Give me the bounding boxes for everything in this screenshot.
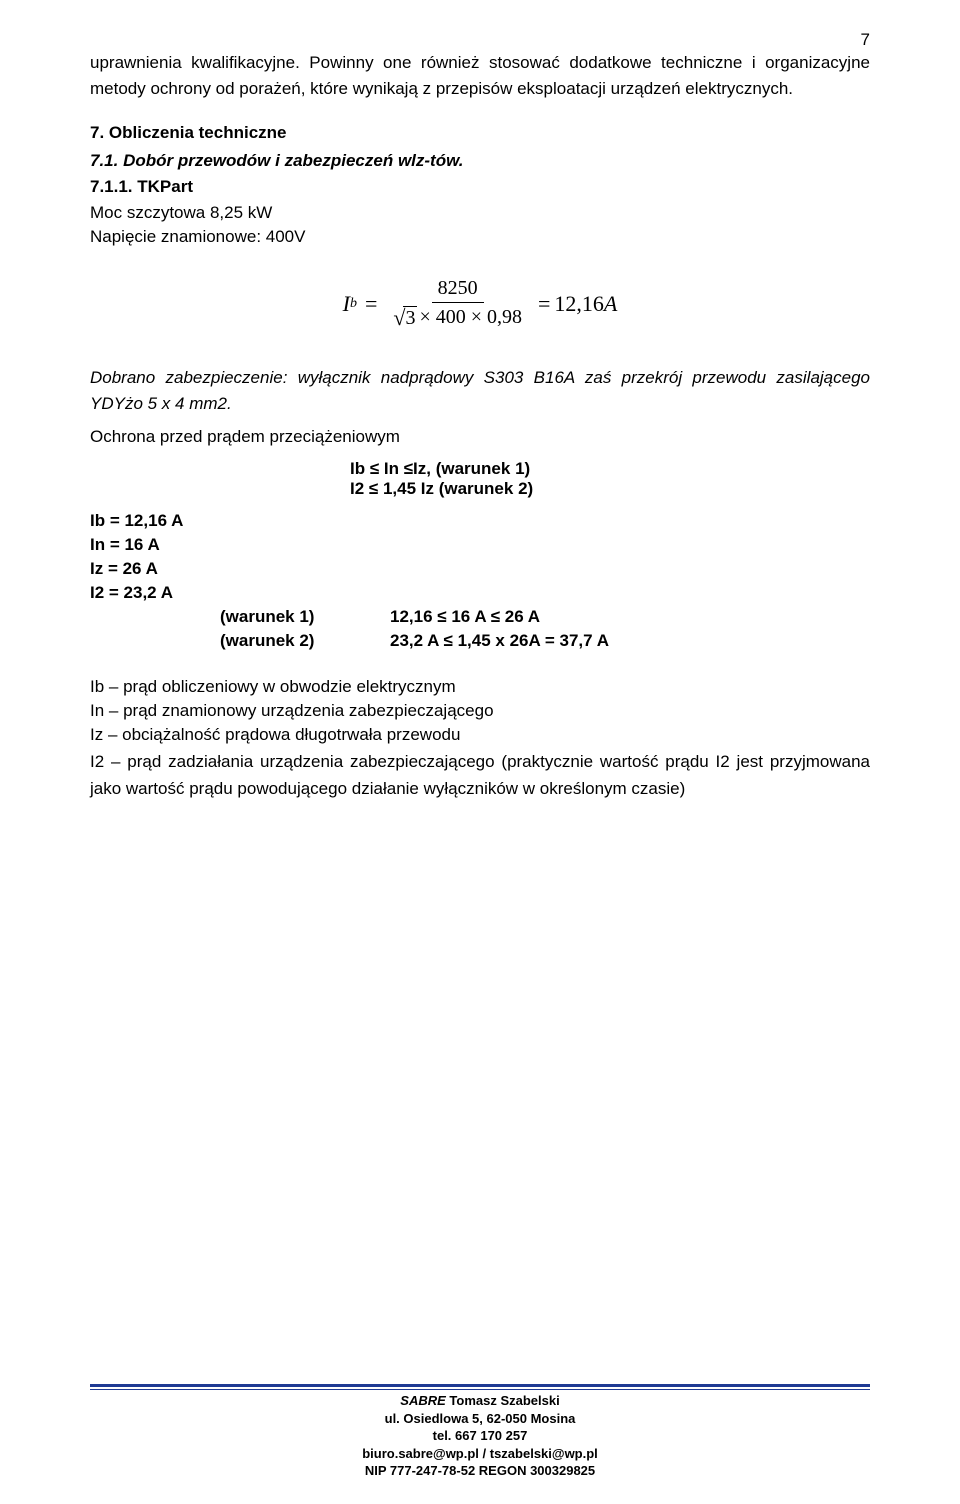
def-in: In – prąd znamionowy urządzenia zabezpie… — [90, 701, 870, 721]
napiecie-line: Napięcie znamionowe: 400V — [90, 227, 870, 247]
formula-eq1: = — [365, 291, 377, 317]
page-footer: SABRE Tomasz Szabelski ul. Osiedlowa 5, … — [90, 1384, 870, 1480]
condition-2: I2 ≤ 1,45 Iz (warunek 2) — [350, 479, 870, 499]
footer-email: biuro.sabre@wp.pl / tszabelski@wp.pl — [90, 1445, 870, 1463]
footer-company: SABRE Tomasz Szabelski — [90, 1392, 870, 1410]
ochrona-line: Ochrona przed prądem przeciążeniowym — [90, 427, 870, 447]
formula-lhs-sub: b — [350, 296, 357, 312]
i2-value-line: I2 = 23,2 A — [90, 583, 870, 603]
section-7-heading: 7. Obliczenia techniczne — [90, 123, 870, 143]
page-number: 7 — [861, 30, 870, 50]
result-row-2-label: (warunek 2) — [220, 631, 390, 651]
intro-paragraph: uprawnienia kwalifikacyjne. Powinny one … — [90, 50, 870, 103]
def-i2: I2 – prąd zadziałania urządzenia zabezpi… — [90, 749, 870, 802]
result-row-1-value: 12,16 ≤ 16 A ≤ 26 A — [390, 607, 540, 627]
ib-value-line: Ib = 12,16 A — [90, 511, 870, 531]
footer-tel: tel. 667 170 257 — [90, 1427, 870, 1445]
footer-address: ul. Osiedlowa 5, 62-050 Mosina — [90, 1410, 870, 1428]
footer-rule-thin — [90, 1389, 870, 1390]
footer-nip: NIP 777-247-78-52 REGON 300329825 — [90, 1462, 870, 1480]
moc-szczytowa-line: Moc szczytowa 8,25 kW — [90, 203, 870, 223]
result-row-1-label: (warunek 1) — [220, 607, 390, 627]
formula-sqrt-arg: 3 — [403, 306, 417, 330]
footer-company-italic: SABRE — [400, 1393, 446, 1408]
section-7-1-heading: 7.1. Dobór przewodów i zabezpieczeń wlz-… — [90, 151, 870, 171]
iz-value-line: Iz = 26 A — [90, 559, 870, 579]
formula-lhs: I — [343, 291, 350, 317]
dobrano-text: Dobrano zabezpieczenie: wyłącznik nadprą… — [90, 368, 870, 413]
formula-numerator: 8250 — [432, 277, 484, 303]
formula-rhs-val: 12,16 — [554, 291, 604, 317]
section-7-1-1-heading: 7.1.1. TKPart — [90, 177, 870, 197]
condition-1: Ib ≤ In ≤Iz, (warunek 1) — [350, 459, 870, 479]
formula-eq2: = — [538, 291, 550, 317]
in-value-line: In = 16 A — [90, 535, 870, 555]
formula-rhs-unit: A — [604, 291, 617, 317]
formula-denominator: √ 3 × 400 × 0,98 — [387, 303, 528, 331]
formula-block: I b = 8250 √ 3 × 400 × 0,98 = 12,16 A — [90, 277, 870, 331]
result-row-1: (warunek 1) 12,16 ≤ 16 A ≤ 26 A — [220, 607, 870, 627]
dobrano-paragraph: Dobrano zabezpieczenie: wyłącznik nadprą… — [90, 365, 870, 418]
result-row-2: (warunek 2) 23,2 A ≤ 1,45 x 26A = 37,7 A — [220, 631, 870, 651]
result-row-2-value: 23,2 A ≤ 1,45 x 26A = 37,7 A — [390, 631, 609, 651]
formula-fraction: 8250 √ 3 × 400 × 0,98 — [387, 277, 528, 331]
formula-den-rest: × 400 × 0,98 — [419, 306, 522, 329]
def-iz: Iz – obciążalność prądowa długotrwała pr… — [90, 725, 870, 745]
footer-rule-thick — [90, 1384, 870, 1387]
footer-company-rest: Tomasz Szabelski — [446, 1393, 560, 1408]
def-ib: Ib – prąd obliczeniowy w obwodzie elektr… — [90, 677, 870, 697]
